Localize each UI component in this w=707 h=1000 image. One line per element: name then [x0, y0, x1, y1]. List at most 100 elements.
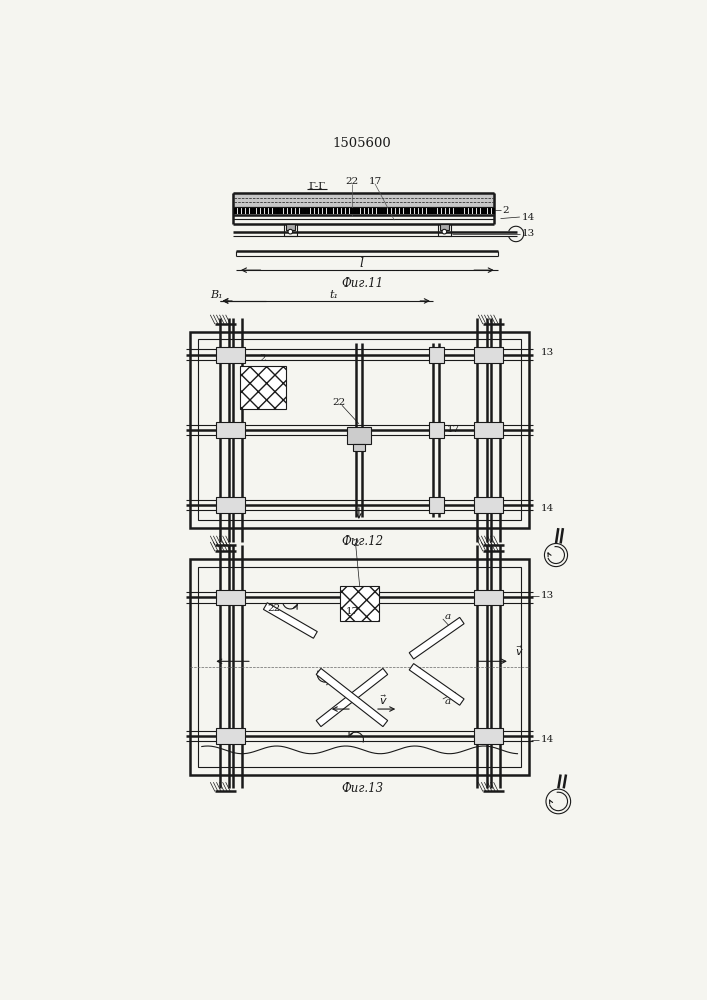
Bar: [288, 208, 291, 214]
Bar: [216, 347, 245, 363]
Text: 13: 13: [521, 229, 534, 238]
Polygon shape: [409, 664, 464, 705]
Bar: [319, 208, 322, 214]
Bar: [446, 208, 449, 214]
Bar: [234, 208, 238, 214]
Bar: [457, 208, 460, 214]
Bar: [423, 208, 426, 214]
Bar: [473, 208, 476, 214]
Bar: [369, 208, 372, 214]
Bar: [190, 559, 529, 774]
Bar: [342, 208, 345, 214]
Bar: [240, 366, 286, 409]
Bar: [198, 567, 521, 767]
Text: 1505600: 1505600: [332, 137, 392, 150]
Text: B₁: B₁: [210, 290, 223, 300]
Text: Фиг.12: Фиг.12: [341, 535, 383, 548]
Text: 14: 14: [541, 504, 554, 513]
Bar: [429, 347, 444, 363]
Circle shape: [288, 229, 293, 234]
Bar: [198, 339, 521, 520]
Bar: [442, 208, 445, 214]
Bar: [373, 208, 376, 214]
Bar: [438, 224, 450, 236]
Bar: [426, 208, 430, 214]
Text: 22: 22: [333, 398, 346, 407]
Text: $\vec{v}$: $\vec{v}$: [515, 644, 524, 658]
Bar: [216, 728, 245, 744]
Bar: [257, 208, 260, 214]
Bar: [385, 208, 387, 214]
Bar: [334, 208, 337, 214]
Bar: [474, 497, 503, 513]
Bar: [286, 224, 295, 230]
Bar: [361, 208, 364, 214]
Bar: [300, 208, 303, 214]
Bar: [353, 444, 365, 451]
Bar: [419, 208, 422, 214]
Bar: [461, 208, 464, 214]
Bar: [308, 208, 310, 214]
Bar: [454, 208, 457, 214]
Text: Фиг.11: Фиг.11: [341, 277, 383, 290]
Bar: [434, 208, 438, 214]
Text: 17: 17: [447, 425, 460, 434]
Bar: [281, 208, 284, 214]
Circle shape: [442, 229, 447, 234]
Text: l: l: [360, 257, 364, 270]
Text: 2: 2: [259, 354, 266, 363]
Bar: [284, 208, 287, 214]
Polygon shape: [409, 617, 464, 659]
Text: 2: 2: [502, 206, 509, 215]
Text: 13: 13: [541, 348, 554, 357]
Text: a: a: [444, 697, 450, 706]
Bar: [296, 208, 299, 214]
Bar: [233, 207, 494, 215]
Bar: [354, 208, 356, 214]
Bar: [253, 208, 257, 214]
Bar: [322, 208, 326, 214]
Bar: [407, 208, 411, 214]
Text: 17: 17: [368, 177, 382, 186]
Bar: [365, 208, 368, 214]
Bar: [346, 208, 349, 214]
Bar: [269, 208, 272, 214]
Bar: [357, 208, 361, 214]
Bar: [276, 208, 279, 214]
Bar: [489, 208, 491, 214]
Bar: [431, 208, 433, 214]
Text: Г-Г: Г-Г: [308, 182, 325, 191]
Bar: [327, 208, 329, 214]
Bar: [484, 208, 487, 214]
Bar: [474, 422, 503, 438]
Bar: [474, 347, 503, 363]
Polygon shape: [316, 668, 387, 727]
Bar: [474, 728, 503, 744]
Polygon shape: [316, 668, 387, 727]
Text: 2: 2: [353, 539, 359, 548]
Bar: [242, 208, 245, 214]
Bar: [265, 208, 268, 214]
Text: 14: 14: [521, 213, 534, 222]
Bar: [303, 208, 307, 214]
Bar: [404, 208, 407, 214]
Bar: [388, 208, 391, 214]
Bar: [311, 208, 314, 214]
Bar: [292, 208, 295, 214]
Text: 22: 22: [267, 604, 281, 613]
Bar: [415, 208, 418, 214]
Bar: [392, 208, 395, 214]
Bar: [411, 208, 414, 214]
Text: t₁: t₁: [329, 290, 339, 300]
Text: 14: 14: [541, 735, 554, 744]
Bar: [330, 208, 334, 214]
Bar: [377, 208, 380, 214]
Bar: [246, 208, 249, 214]
Bar: [429, 422, 444, 438]
Bar: [477, 208, 480, 214]
Bar: [450, 208, 452, 214]
Bar: [440, 224, 449, 230]
Bar: [380, 208, 383, 214]
Bar: [315, 208, 318, 214]
Bar: [238, 208, 241, 214]
